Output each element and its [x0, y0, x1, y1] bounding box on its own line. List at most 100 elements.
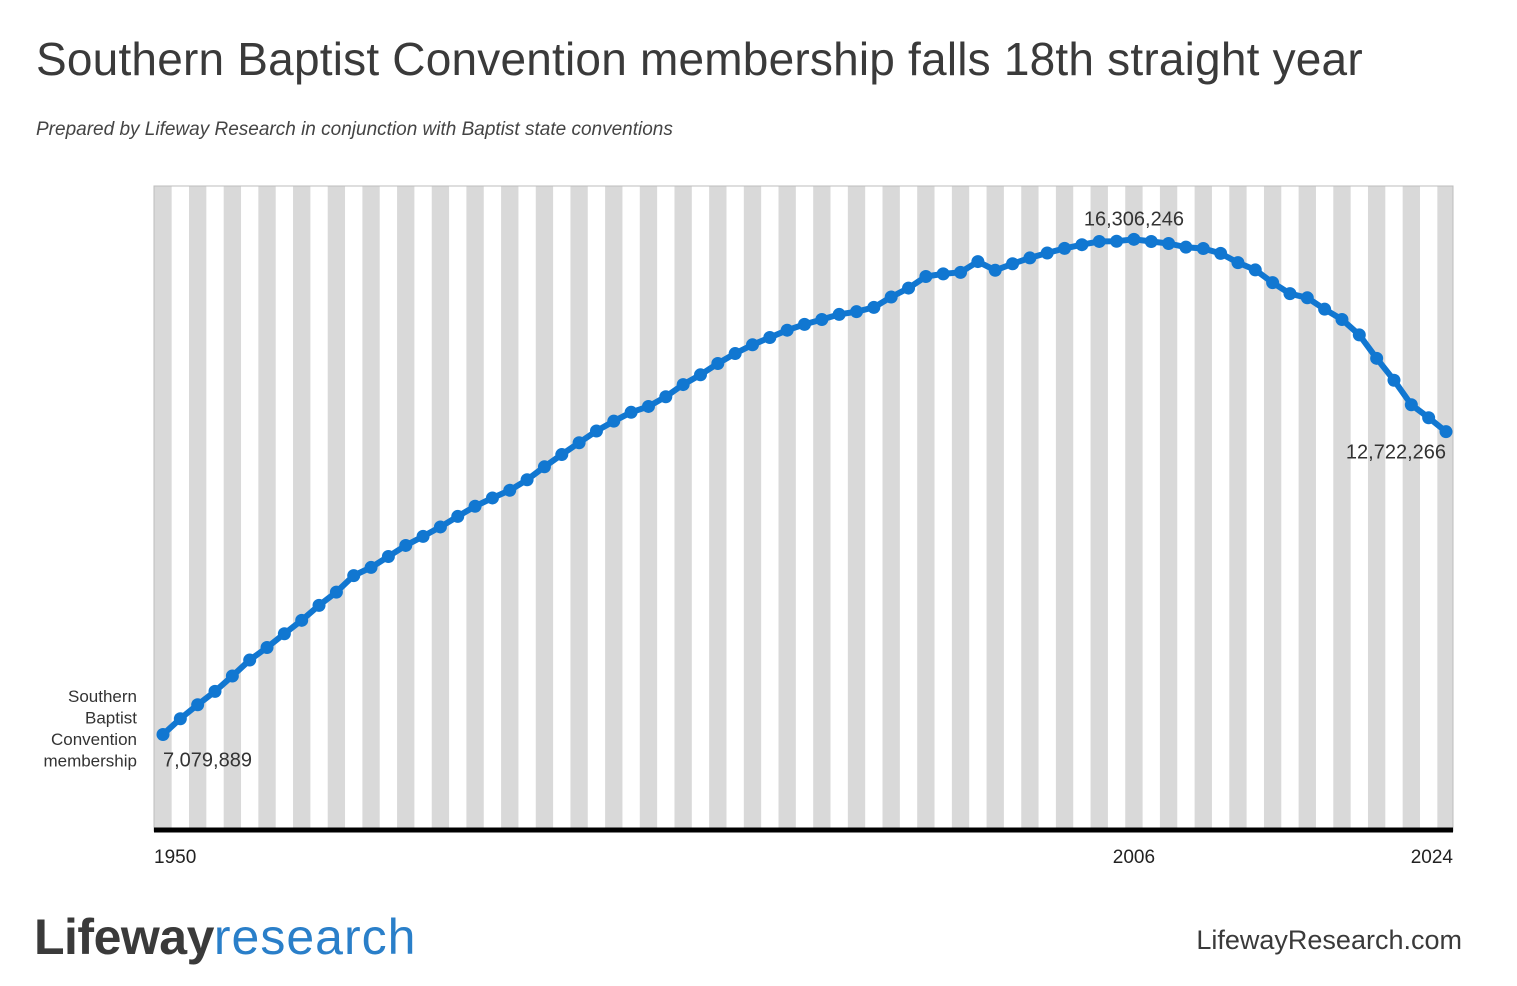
- data-annotations: 7,079,889 16,306,246 12,722,266: [163, 208, 1446, 771]
- year-stripe: [223, 186, 242, 830]
- data-point: [1404, 398, 1418, 412]
- data-point: [1179, 240, 1193, 254]
- data-point: [520, 473, 534, 487]
- data-point: [1075, 238, 1089, 252]
- data-point: [988, 263, 1002, 277]
- series-label-line: membership: [43, 752, 137, 771]
- year-stripe: [605, 186, 623, 830]
- data-point: [1040, 246, 1054, 260]
- data-point: [1352, 328, 1366, 342]
- data-point: [260, 640, 274, 654]
- year-stripe: [1437, 186, 1453, 830]
- data-point: [208, 684, 222, 698]
- x-tick-label: 2006: [1113, 847, 1155, 868]
- data-point: [433, 520, 447, 534]
- year-stripe: [535, 186, 554, 830]
- data-point: [711, 357, 725, 371]
- data-point: [936, 267, 950, 281]
- data-point: [1248, 263, 1262, 277]
- x-tick-label: 2024: [1411, 847, 1454, 868]
- series-label-line: Convention: [51, 730, 137, 749]
- lifeway-research-logo: Lifewayresearch: [34, 908, 416, 966]
- data-point: [1387, 373, 1401, 387]
- data-point: [919, 269, 933, 283]
- year-stripe: [743, 186, 762, 830]
- year-stripe: [293, 186, 311, 830]
- data-point: [503, 483, 517, 497]
- membership-line-chart: 1950 2006 2024 7,079,889 16,306,246 12,722,2…: [43, 185, 1454, 868]
- year-stripe: [917, 186, 935, 830]
- data-point: [555, 448, 569, 462]
- data-point: [902, 281, 916, 295]
- data-point: [1335, 312, 1349, 326]
- data-point: [277, 627, 291, 641]
- year-stripe: [501, 186, 519, 830]
- year-stripe: [1333, 186, 1351, 830]
- year-stripe: [1402, 186, 1420, 830]
- data-point: [1231, 256, 1245, 270]
- data-point: [745, 338, 759, 352]
- year-stripe: [847, 186, 866, 830]
- year-stripe: [778, 186, 796, 830]
- series-label: Southern Baptist Convention membership: [43, 687, 137, 771]
- data-point: [1162, 237, 1176, 251]
- website-url: LifewayResearch.com: [1196, 925, 1462, 955]
- year-stripe: [258, 186, 276, 830]
- data-point: [347, 569, 361, 583]
- data-point: [295, 613, 309, 627]
- data-point: [1058, 241, 1072, 255]
- year-stripe: [189, 186, 207, 830]
- data-point: [1300, 291, 1314, 305]
- logo-text-research: research: [213, 909, 417, 965]
- data-point: [1370, 351, 1384, 365]
- data-point: [589, 424, 603, 438]
- data-point: [780, 323, 794, 337]
- data-point: [1266, 276, 1280, 290]
- data-point: [815, 313, 829, 327]
- data-point: [850, 305, 864, 319]
- year-stripe: [154, 186, 172, 830]
- data-point: [763, 331, 777, 345]
- year-stripe: [327, 186, 346, 830]
- membership-series-line: [160, 236, 1449, 738]
- year-stripe: [1159, 186, 1178, 830]
- data-point: [572, 436, 586, 450]
- data-point: [954, 265, 968, 279]
- year-stripe: [1367, 186, 1386, 830]
- data-annotation: 16,306,246: [1084, 208, 1184, 230]
- data-point: [312, 598, 326, 612]
- data-point: [728, 347, 742, 361]
- data-point: [867, 300, 881, 314]
- data-point: [381, 550, 395, 564]
- data-point: [364, 560, 378, 574]
- data-point: [624, 405, 638, 419]
- chart-title: Southern Baptist Convention membership f…: [36, 33, 1363, 85]
- data-point: [1127, 232, 1141, 246]
- year-stripe: [1194, 186, 1212, 830]
- data-point: [243, 653, 257, 667]
- data-point: [1439, 425, 1453, 439]
- data-point: [191, 698, 205, 712]
- plot-frame: [153, 185, 1454, 832]
- data-point: [659, 390, 673, 404]
- year-stripe: [1021, 186, 1039, 830]
- year-stripe: [1090, 186, 1108, 830]
- data-point: [832, 307, 846, 321]
- year-stripes: [154, 186, 1453, 830]
- data-point: [607, 414, 621, 428]
- data-annotation: 12,722,266: [1346, 442, 1446, 464]
- data-point: [676, 378, 690, 392]
- logo-text-lifeway: Lifeway: [34, 909, 214, 965]
- data-point: [693, 368, 707, 382]
- data-point: [329, 585, 343, 599]
- data-point: [485, 491, 499, 505]
- data-point: [1283, 287, 1297, 301]
- year-stripe: [951, 186, 970, 830]
- year-stripe: [1298, 186, 1316, 830]
- data-point: [156, 727, 170, 741]
- membership-data-points: [156, 232, 1453, 741]
- data-point: [971, 255, 985, 269]
- year-stripe: [431, 186, 450, 830]
- year-stripe: [1229, 186, 1247, 830]
- data-point: [468, 499, 482, 513]
